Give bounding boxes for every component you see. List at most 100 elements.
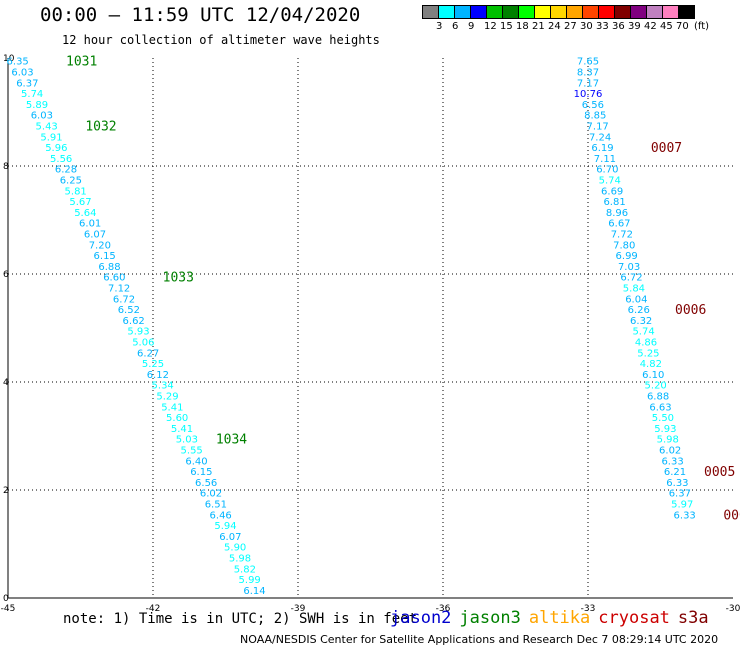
wave-height-label: 5.67 xyxy=(69,197,91,208)
wave-height-label: 5.89 xyxy=(26,100,48,111)
wave-height-label: 6.33 xyxy=(661,456,683,467)
time-label: 0007 xyxy=(651,141,682,156)
wave-height-label: 6.32 xyxy=(630,316,652,327)
wave-height-label: 5.97 xyxy=(671,500,693,511)
wave-height-label: 6.28 xyxy=(55,165,77,176)
y-tick-label: 6 xyxy=(3,270,9,280)
y-tick-label: 8 xyxy=(3,162,9,172)
color-scale-unit: (ft) xyxy=(694,21,710,32)
satellite-name: jason2 xyxy=(390,608,452,628)
color-scale-label: 33 xyxy=(596,21,609,32)
wave-height-label: 8.96 xyxy=(606,208,628,219)
wave-height-label: 4.86 xyxy=(635,338,657,349)
satellite-name: cryosat xyxy=(598,608,670,628)
wave-height-label: 6.88 xyxy=(98,262,120,273)
y-tick-label: 4 xyxy=(3,378,9,388)
wave-height-label: 6.21 xyxy=(664,467,686,478)
wave-height-label: 5.98 xyxy=(229,554,251,565)
wave-height-label: 6.12 xyxy=(147,370,169,381)
wave-height-label: 6.60 xyxy=(103,273,125,284)
wave-height-label: 5.91 xyxy=(40,132,62,143)
wave-height-label: 6.15 xyxy=(94,251,116,262)
wave-height-label: 6.69 xyxy=(601,186,623,197)
wave-height-label: 6.02 xyxy=(659,446,681,457)
wave-height-label: 6.01 xyxy=(79,219,101,230)
wave-height-label: 7.17 xyxy=(587,122,609,133)
satellite-name: jason3 xyxy=(459,608,521,628)
wave-height-label: 10.76 xyxy=(574,89,603,100)
color-scale-label: 30 xyxy=(580,21,593,32)
wave-height-label: 5.60 xyxy=(166,413,188,424)
wave-height-label: 6.14 xyxy=(243,586,265,597)
wave-height-label: 5.81 xyxy=(65,186,87,197)
wave-height-label: 6.52 xyxy=(118,305,140,316)
color-scale-label: 27 xyxy=(564,21,577,32)
wave-height-label: 7.20 xyxy=(89,240,111,251)
wave-height-label: 5.74 xyxy=(599,176,621,187)
wave-height-label: 6.27 xyxy=(137,348,159,359)
wave-height-label: 6.37 xyxy=(669,489,691,500)
color-scale-label: 21 xyxy=(532,21,545,32)
satellite-name: s3a xyxy=(677,608,709,628)
wave-height-label: 5.82 xyxy=(234,564,256,575)
x-tick-label: -36 xyxy=(436,604,451,614)
page-title: 00:00 – 11:59 UTC 12/04/2020 xyxy=(40,4,361,26)
wave-height-label: 6.02 xyxy=(200,489,222,500)
wave-height-label: 5.96 xyxy=(45,143,67,154)
wave-height-label: 6.56 xyxy=(195,478,217,489)
wave-height-label: 5.34 xyxy=(152,381,174,392)
wave-height-label: 6.56 xyxy=(582,100,604,111)
wave-height-label: 5.06 xyxy=(132,338,154,349)
wave-height-label: 5.74 xyxy=(21,89,43,100)
wave-height-label: 6.19 xyxy=(591,143,613,154)
wave-height-label: 5.41 xyxy=(171,424,193,435)
page-subtitle: 12 hour collection of altimeter wave hei… xyxy=(62,33,380,47)
wave-height-label: 6.04 xyxy=(625,294,647,305)
wave-height-label: 5.41 xyxy=(161,402,183,413)
wave-height-label: 7.65 xyxy=(577,57,599,68)
wave-height-label: 7.17 xyxy=(577,78,599,89)
color-scale-label: 42 xyxy=(644,21,657,32)
wave-height-label: 6.70 xyxy=(596,165,618,176)
wave-height-label: 6.46 xyxy=(210,510,232,521)
wave-height-label: 4.82 xyxy=(640,359,662,370)
wave-height-label: 6.72 xyxy=(113,294,135,305)
color-swatch xyxy=(678,5,695,19)
wave-height-label: 5.90 xyxy=(224,543,246,554)
color-scale-swatches xyxy=(422,5,695,19)
x-tick-label: -39 xyxy=(291,604,306,614)
wave-height-label: 5.50 xyxy=(652,413,674,424)
wave-height-label: 6.15 xyxy=(190,467,212,478)
wave-height-label: 5.93 xyxy=(127,327,149,338)
wave-height-label: 5.03 xyxy=(176,435,198,446)
y-tick-label: 2 xyxy=(3,486,9,496)
color-scale-label: 18 xyxy=(516,21,529,32)
wave-height-label: 5.74 xyxy=(632,327,654,338)
color-scale-label: 24 xyxy=(548,21,561,32)
wave-height-label: 7.03 xyxy=(618,262,640,273)
wave-height-label: 8.37 xyxy=(577,68,599,79)
wave-height-label: 5.93 xyxy=(654,424,676,435)
color-scale-label: 15 xyxy=(500,21,513,32)
footer-credit: NOAA/NESDIS Center for Satellite Applica… xyxy=(240,633,719,646)
wave-height-label: 6.10 xyxy=(642,370,664,381)
wave-height-label: 5.84 xyxy=(623,284,645,295)
time-label: 1033 xyxy=(163,271,194,286)
time-label: 1032 xyxy=(85,120,116,135)
wave-height-label: 5.64 xyxy=(74,208,96,219)
wave-height-label: 6.81 xyxy=(603,197,625,208)
wave-height-label: 8.85 xyxy=(584,111,606,122)
color-scale-label: 70 xyxy=(676,21,689,32)
color-scale-label: 9 xyxy=(468,21,475,32)
color-scale-label: 6 xyxy=(452,21,459,32)
wave-height-label: 5.99 xyxy=(239,575,261,586)
wave-height-label: 6.33 xyxy=(666,478,688,489)
time-label: 1031 xyxy=(66,55,97,70)
wave-height-label: 5.56 xyxy=(50,154,72,165)
wave-height-label: 6.62 xyxy=(123,316,145,327)
wave-height-label: 6.03 xyxy=(11,68,33,79)
wave-height-label: 6.07 xyxy=(84,230,106,241)
wave-height-label: 6.25 xyxy=(60,176,82,187)
wave-height-label: 6.07 xyxy=(219,532,241,543)
